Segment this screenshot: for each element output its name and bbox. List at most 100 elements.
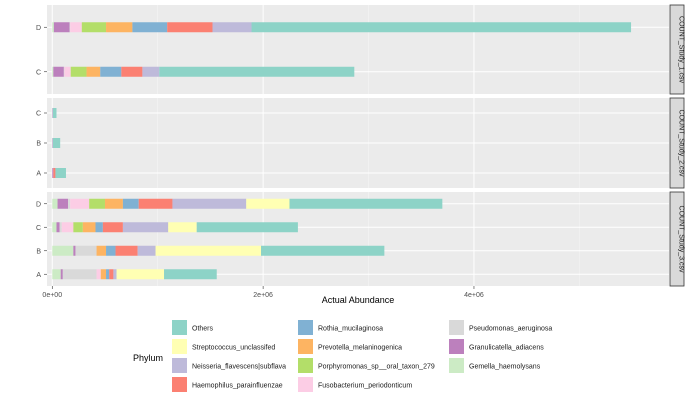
panel-2: A B C COUNT_Study_2.csv [36, 97, 685, 189]
bar-segment-D-pseudomonas-aeruginosa [69, 22, 71, 33]
bar-segment-D-haemophilus-parainfluenzae [167, 22, 213, 33]
x-tick-label: 0e+00 [42, 292, 62, 299]
legend-label: Fusobacterium_periodonticum [318, 383, 412, 390]
panel-1: C D COUNT_Study_1.csv [36, 4, 685, 95]
legend-label: Streptococcus_unclassifed [192, 345, 275, 352]
bar-segment-B-others [261, 245, 385, 256]
bar-segment-D-fusobacterium-periodonticum [70, 22, 82, 33]
bar-segment-C-gemella-haemolysans [52, 222, 57, 233]
bar-segment-D-gemella-haemolysans [52, 198, 58, 209]
legend-label: Prevotella_melaninogenica [318, 345, 402, 352]
bar-segment-D-others [251, 22, 632, 33]
facet-strip [669, 4, 685, 95]
legend-key [449, 339, 464, 354]
bar-segment-B-streptococcus-unclassifed [155, 245, 262, 256]
legend-label: Others [192, 326, 214, 333]
legend-title: Phylum [133, 353, 163, 363]
legend-label: Pseudomonas_aeruginosa [469, 326, 552, 333]
bar-segment-A-haemophilus-parainfluenzae [53, 168, 56, 178]
bar-segment-D-neisseria-flavescens-subflava [172, 198, 247, 209]
bar-segment-A-rothia-mucilaginosa [106, 269, 110, 280]
legend: Phylum Others Streptococcus_unclassifed Nei… [133, 320, 552, 392]
bar-segment-A-haemophilus-parainfluenzae [109, 269, 114, 280]
legend-key [298, 358, 313, 373]
bar-segment-D-pseudomonas-aeruginosa [68, 198, 71, 209]
bar-segment-A-others [164, 269, 217, 280]
y-tick-label: C [36, 69, 41, 76]
bar-segment-D-streptococcus-unclassifed [246, 198, 290, 209]
facet-strip-label: COUNT_Study_2.csv [678, 110, 685, 177]
bar-segment-C-fusobacterium-periodonticum [64, 66, 71, 77]
bar-segment-C-others [159, 66, 355, 77]
bar-segment-C-others [196, 222, 298, 233]
bar-segment-B-granulicatella-adiacens [73, 245, 76, 256]
bar-segment-A-pseudomonas-aeruginosa [62, 269, 97, 280]
bar-segment-B-haemophilus-parainfluenzae [115, 245, 138, 256]
bar-segment-B-others [52, 138, 61, 148]
bar-segment-D-granulicatella-adiacens [53, 22, 70, 33]
legend-label: Porphyromonas_sp__oral_taxon_279 [318, 364, 435, 371]
bar-segment-A-granulicatella-adiacens [52, 168, 54, 178]
bar-segment-D-haemophilus-parainfluenzae [138, 198, 173, 209]
bar-segment-C-neisseria-flavescens-subflava [122, 222, 169, 233]
bar-segment-A-others [55, 168, 66, 178]
legend-key [298, 339, 313, 354]
y-tick-label: D [36, 25, 41, 32]
bar-segment-D-rothia-mucilaginosa [122, 198, 139, 209]
y-tick-label: D [36, 201, 41, 208]
y-tick-label: C [36, 225, 41, 232]
legend-key [172, 320, 187, 335]
bar-segment-C-prevotella-melaninogenica [86, 66, 101, 77]
bar-segment-B-gemella-haemolysans [52, 245, 74, 256]
facet-strip [669, 97, 685, 189]
bar-segment-B-prevotella-melaninogenica [96, 245, 107, 256]
legend-label: Gemella_haemolysans [469, 364, 541, 371]
bar-segment-C-neisseria-flavescens-subflava [142, 66, 160, 77]
bar-segment-D-others [289, 198, 443, 209]
bar-segment-C-granulicatella-adiacens [53, 66, 64, 77]
bar-segment-D-prevotella-melaninogenica [104, 198, 123, 209]
y-tick-label: B [36, 141, 41, 148]
bar-segment-C-others [52, 108, 57, 118]
bar-segment-B-rothia-mucilaginosa [106, 245, 116, 256]
bar-segment-D-fusobacterium-periodonticum [70, 198, 90, 209]
facet-strip-label: COUNT_Study_3.csv [678, 206, 685, 273]
bar-segment-C-streptococcus-unclassifed [168, 222, 197, 233]
facet-strip-label: COUNT_Study_1.csv [678, 16, 685, 83]
bar-segment-A-gemella-haemolysans [52, 269, 61, 280]
bar-segment-C-porphyromonas-sp-oral-taxon-279 [73, 222, 83, 233]
x-tick-label: 4e+06 [464, 292, 484, 299]
bar-segment-C-pseudomonas-aeruginosa [59, 222, 62, 233]
x-axis-title: Actual Abundance [322, 295, 395, 305]
x-tick-label: 2e+06 [253, 292, 273, 299]
panel-3: A B C D COUNT_Study_3.csv [36, 191, 685, 287]
bar-segment-C-fusobacterium-periodonticum [61, 222, 74, 233]
legend-key [449, 358, 464, 373]
legend-key [298, 377, 313, 392]
bar-segment-C-gemella-haemolysans [52, 66, 54, 77]
bar-segment-B-granulicatella-adiacens [52, 138, 53, 148]
bar-segment-D-prevotella-melaninogenica [106, 22, 133, 33]
legend-key [449, 320, 464, 335]
legend-key [172, 377, 187, 392]
legend-label: Haemophilus_parainfluenzae [192, 383, 283, 390]
bar-segment-A-prevotella-melaninogenica [100, 269, 107, 280]
bar-segment-B-neisseria-flavescens-subflava [137, 245, 156, 256]
bar-segment-D-rothia-mucilaginosa [132, 22, 168, 33]
bar-segment-D-gemella-haemolysans [52, 22, 54, 33]
bar-segment-C-pseudomonas-aeruginosa [63, 66, 65, 77]
y-tick-label: C [36, 111, 41, 118]
bar-segment-A-granulicatella-adiacens [60, 269, 63, 280]
legend-label: Granulicatella_adiacens [469, 345, 544, 352]
bar-segment-D-porphyromonas-sp-oral-taxon-279 [89, 198, 105, 209]
bar-segment-A-neisseria-flavescens-subflava [113, 269, 117, 280]
legend-key [172, 358, 187, 373]
legend-key [298, 320, 313, 335]
legend-label: Neisseria_flavescens|subflava [192, 364, 286, 371]
facet-strip [669, 191, 685, 287]
legend-label: Rothia_mucilaginosa [318, 326, 383, 333]
bar-segment-B-pseudomonas-aeruginosa [75, 245, 97, 256]
bar-segment-A-streptococcus-unclassifed [116, 269, 165, 280]
bar-segment-C-rothia-mucilaginosa [100, 66, 122, 77]
bar-segment-C-granulicatella-adiacens [56, 222, 60, 233]
